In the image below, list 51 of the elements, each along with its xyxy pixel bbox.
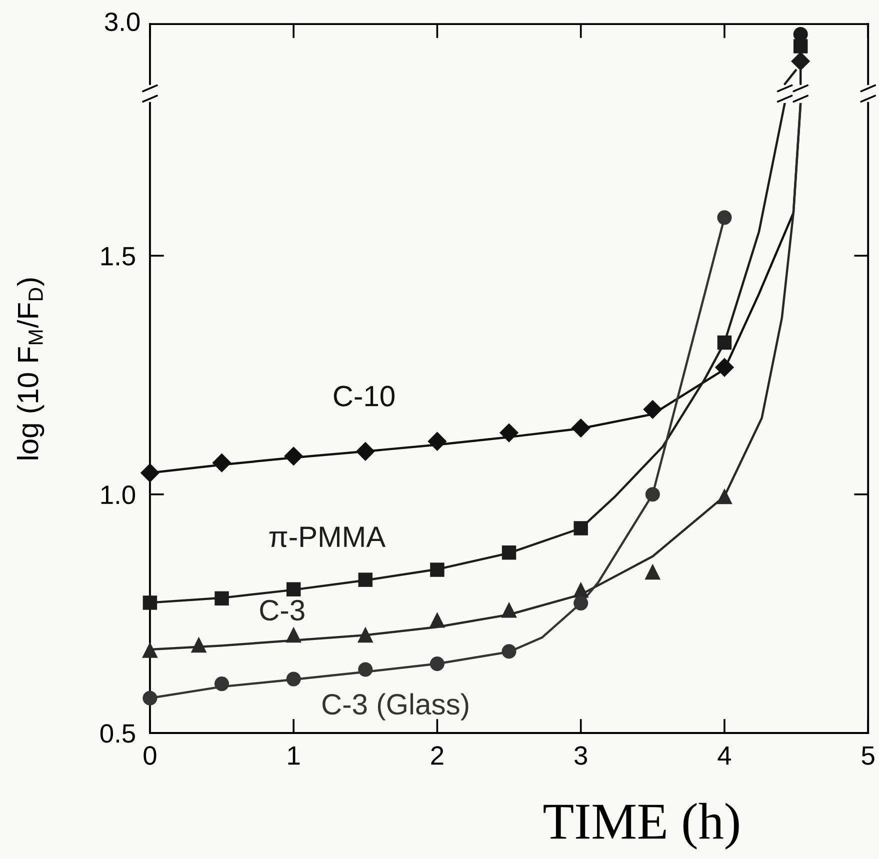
point — [428, 432, 447, 451]
point — [140, 463, 160, 482]
point — [429, 612, 446, 628]
x-tick-label: 1 — [288, 746, 300, 765]
point — [717, 210, 732, 225]
y-tick-label: 0.5 — [100, 724, 135, 743]
x-axis-title: TIME (h) — [544, 802, 739, 850]
point — [430, 656, 444, 672]
point — [357, 626, 374, 643]
point — [502, 545, 516, 560]
point — [284, 446, 304, 466]
point — [574, 521, 588, 536]
series-label: C-3 — [260, 600, 304, 621]
x-tick-label: 0 — [144, 746, 156, 765]
point — [142, 690, 158, 706]
point — [286, 672, 301, 686]
series-label: π-PMMA — [269, 526, 386, 548]
x-tick-label: 3 — [574, 746, 588, 765]
point — [142, 642, 158, 658]
point — [358, 572, 373, 587]
point — [717, 335, 732, 350]
y-tick-label: 1.5 — [101, 247, 135, 266]
point — [142, 596, 158, 610]
point — [643, 400, 662, 419]
point — [716, 488, 732, 504]
point — [286, 626, 302, 643]
x-tick-label: 2 — [431, 746, 444, 765]
x-tick-label: 5 — [862, 746, 874, 765]
point — [502, 644, 516, 659]
point — [356, 442, 375, 461]
series-label: C-3 (Glass) — [322, 693, 468, 720]
point — [499, 423, 519, 442]
point — [190, 636, 207, 653]
point — [214, 676, 230, 692]
point — [571, 418, 590, 438]
point — [430, 562, 444, 577]
point — [645, 487, 660, 502]
y-tick-label: 1.0 — [101, 485, 136, 504]
point — [501, 602, 517, 618]
point — [714, 358, 734, 377]
point — [286, 582, 301, 596]
series-label: C-10 — [334, 386, 394, 406]
point — [214, 591, 229, 606]
y-axis-title: log (10 F$_{M}$/F$_{D}$) — [16, 278, 44, 460]
x-tick-label: 4 — [718, 746, 732, 765]
point — [644, 564, 661, 580]
point — [212, 453, 232, 472]
text: 3.0 — [104, 12, 140, 32]
point — [358, 662, 373, 677]
point — [572, 582, 589, 598]
point — [574, 596, 588, 610]
